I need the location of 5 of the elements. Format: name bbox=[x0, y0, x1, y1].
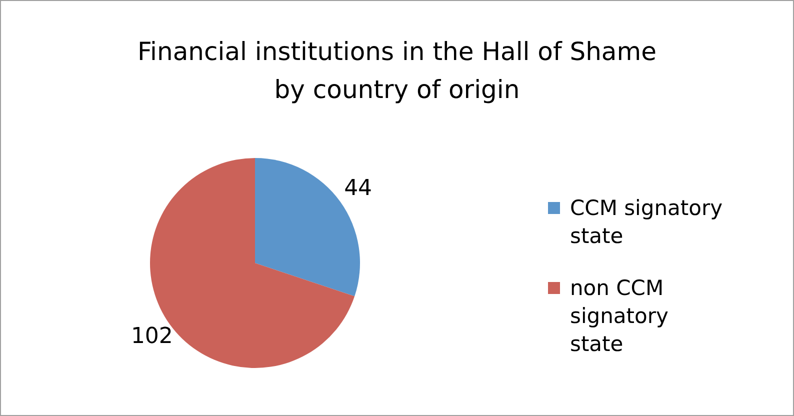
data-label: 44 bbox=[344, 176, 372, 201]
data-label: 102 bbox=[130, 324, 173, 350]
legend-label: non CCM signatory state bbox=[570, 276, 668, 356]
chart-title: Financial institutions in the Hall of Shame by country of origin bbox=[138, 37, 656, 104]
legend-label: CCM signatory state bbox=[570, 196, 723, 248]
